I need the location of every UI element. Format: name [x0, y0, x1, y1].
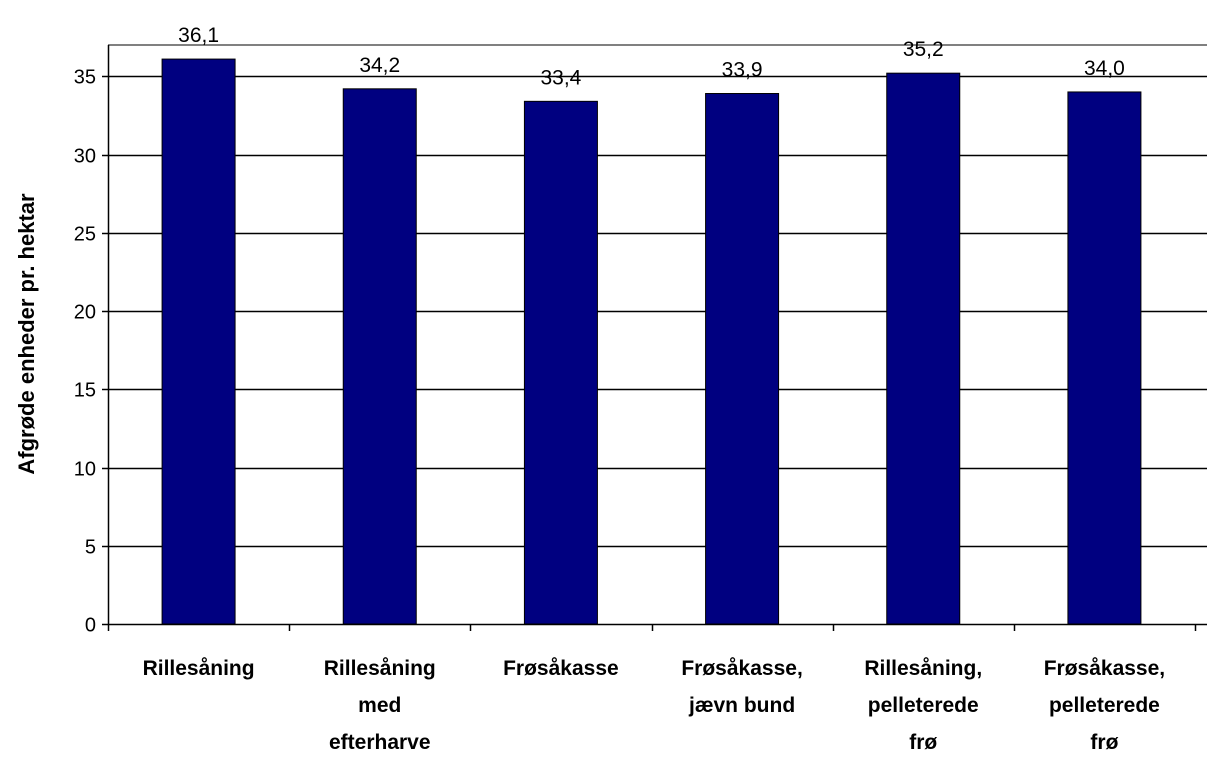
bar — [1067, 91, 1142, 625]
category-label: med — [358, 694, 401, 717]
data-label: 35,2 — [903, 38, 944, 61]
category-label: frø — [1090, 731, 1118, 754]
category-label: Frøsåkasse, — [1044, 657, 1165, 680]
y-tick-label: 35 — [74, 67, 96, 89]
data-label: 34,0 — [1084, 57, 1125, 80]
bar — [523, 100, 598, 625]
data-labels: 36,1 34,2 33,4 33,9 35,2 34,0 — [178, 24, 1125, 89]
data-label: 34,2 — [359, 54, 400, 77]
data-label: 33,4 — [540, 66, 581, 89]
category-label: Frøsåkasse — [503, 657, 619, 680]
bar — [886, 72, 961, 625]
category-label: Rillesåning, — [864, 657, 982, 680]
y-tick-label: 0 — [85, 615, 96, 637]
y-tick-label: 15 — [74, 380, 96, 402]
category-label: Rillesåning — [324, 657, 436, 680]
category-labels: Rillesåning Rillesåning med efterharve Frøså… — [143, 657, 1166, 754]
bar — [342, 88, 417, 625]
bar — [161, 58, 236, 625]
y-tick-label: 30 — [74, 146, 96, 168]
category-label: Rillesåning — [143, 657, 255, 680]
axes — [102, 44, 1207, 631]
gridlines — [108, 75, 1207, 548]
y-tick-label: 10 — [74, 459, 96, 481]
y-tick-labels: 0 5 10 15 20 25 30 35 — [74, 67, 96, 637]
bar — [705, 93, 780, 625]
category-label: pelleterede — [868, 694, 979, 717]
data-label: 33,9 — [722, 59, 763, 82]
data-label: 36,1 — [178, 24, 219, 47]
y-tick-label: 20 — [74, 302, 96, 324]
category-label: Frøsåkasse, — [681, 657, 802, 680]
category-label: efterharve — [329, 731, 431, 754]
category-label: pelleterede — [1049, 694, 1160, 717]
category-label: frø — [909, 731, 937, 754]
y-tick-label: 25 — [74, 224, 96, 246]
category-label: jævn bund — [688, 694, 795, 717]
y-tick-label: 5 — [85, 537, 96, 559]
bars — [161, 58, 1142, 625]
y-axis-title: Afgrøde enheder pr. hektar — [14, 193, 39, 475]
